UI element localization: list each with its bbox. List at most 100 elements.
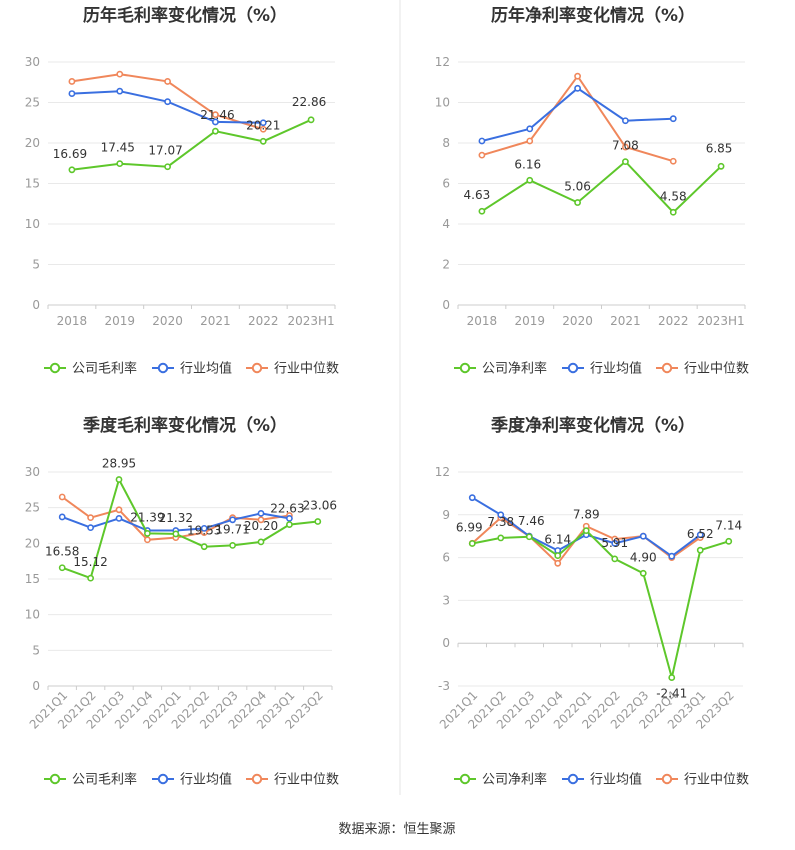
data-point-avg [696, 531, 704, 539]
legend-label: 公司净利率 [482, 361, 547, 377]
chart-title: 季度净利率变化情况（%） [491, 415, 695, 436]
quarterly-net-margin-chart: 季度净利率变化情况（%）-30369122021Q12021Q22021Q320… [435, 415, 749, 788]
data-label: -2.41 [656, 687, 687, 701]
data-point-median [257, 516, 265, 524]
data-point-company [525, 533, 533, 541]
data-point-median [212, 111, 219, 119]
data-point-company [172, 530, 180, 538]
data-point-company [87, 574, 94, 582]
data-label: 21.32 [159, 511, 193, 525]
annual-gross-margin-chart: 历年毛利率变化情况（%） 0 5 10 15 20 25 30 2018 2019 2020 2021… [25, 5, 339, 377]
data-point-avg [285, 514, 293, 522]
y-tick-label: 30 [25, 465, 40, 479]
data-point-company [582, 527, 590, 535]
legend-marker [567, 362, 579, 374]
data-point-company [622, 158, 629, 166]
data-point-median [669, 157, 677, 165]
data-label: 19.53 [187, 524, 221, 538]
y-tick-label: 12 [435, 465, 450, 479]
data-label: 5.06 [564, 180, 591, 194]
y-tick-label: 12 [435, 55, 450, 69]
data-label: 5.91 [601, 536, 628, 550]
data-point-median [68, 78, 76, 85]
data-point-company [574, 199, 581, 206]
y-tick-label: 25 [25, 96, 40, 110]
data-point-avg [611, 539, 619, 547]
x-tick-label: 2019 [104, 314, 135, 328]
legend-marker [157, 362, 169, 374]
legend-label: 公司毛利率 [72, 361, 137, 377]
legend: 公司净利率 行业均值 行业中位数 [454, 772, 749, 788]
data-label: 22.63 [270, 502, 304, 516]
x-tick-label: 2022 [658, 314, 689, 328]
legend-label: 行业均值 [590, 361, 642, 377]
legend-item-avg[interactable]: 行业均值 [152, 361, 232, 377]
legend-item-company[interactable]: 公司毛利率 [44, 772, 137, 788]
data-label: 7.38 [487, 515, 514, 529]
data-point-company [164, 163, 171, 171]
data-label: 22.86 [292, 95, 326, 109]
series-line-company [61, 476, 318, 580]
legend-marker [459, 773, 471, 785]
annual-net-margin-chart: 历年净利率变化情况（%） 0 2 4 6 8 10 12 2018 2019 2020 2021 202… [435, 5, 749, 377]
legend-item-median[interactable]: 行业中位数 [656, 773, 749, 788]
legend-marker [49, 773, 61, 785]
legend-label: 公司毛利率 [72, 772, 137, 788]
data-point-company [478, 207, 486, 215]
legend-marker [661, 362, 673, 374]
data-label: 15.12 [73, 555, 107, 569]
data-label: 6.99 [456, 520, 483, 534]
x-tick-label: 2023H1 [697, 314, 744, 328]
legend-label: 行业中位数 [684, 362, 749, 377]
data-point-company [314, 518, 322, 525]
y-tick-label: 10 [25, 608, 40, 622]
x-tick-label: 2023H1 [287, 314, 334, 328]
data-point-company [257, 538, 265, 546]
chart-title: 历年净利率变化情况（%） [491, 5, 695, 26]
legend-item-avg[interactable]: 行业均值 [562, 361, 642, 377]
legend-label: 行业均值 [590, 772, 642, 788]
legend-item-avg[interactable]: 行业均值 [152, 772, 232, 788]
legend-item-company[interactable]: 公司毛利率 [44, 361, 137, 377]
data-point-avg [212, 118, 219, 126]
data-point-median [259, 125, 267, 133]
legend-item-company[interactable]: 公司净利率 [454, 772, 547, 788]
legend: 公司净利率 行业均值 行业中位数 [454, 361, 749, 377]
data-point-company [554, 552, 562, 560]
x-tick-label: 2018 [467, 314, 498, 328]
data-point-avg [229, 516, 236, 524]
legend-item-median[interactable]: 行业中位数 [246, 773, 339, 788]
data-label: 16.58 [45, 545, 79, 559]
y-tick-label: 4 [442, 217, 450, 231]
y-tick-label: 0 [442, 298, 450, 312]
data-point-company [611, 555, 619, 563]
y-tick-label: 15 [25, 177, 40, 191]
y-tick-label: 0 [32, 679, 40, 693]
data-point-median [526, 137, 534, 145]
data-point-avg [58, 513, 66, 521]
data-label: 19.71 [215, 522, 249, 536]
data-point-avg [257, 509, 265, 517]
data-point-avg [622, 117, 629, 125]
data-point-company [143, 530, 151, 537]
data-label: 21.39 [130, 510, 164, 524]
data-point-median [164, 78, 171, 85]
data-point-company [668, 674, 676, 681]
y-tick-label: 5 [32, 643, 40, 657]
data-label: 7.08 [612, 139, 639, 153]
legend-marker [251, 362, 263, 374]
data-point-avg [164, 98, 171, 106]
x-tick-label: 2020 [562, 314, 593, 328]
data-point-company [639, 569, 647, 577]
x-tick-label: 2019 [514, 314, 545, 328]
legend-item-median[interactable]: 行业中位数 [656, 362, 749, 377]
data-point-median [116, 70, 124, 78]
data-point-median [143, 536, 151, 544]
data-point-median [87, 514, 94, 522]
series-line-avg [481, 87, 674, 142]
legend-item-company[interactable]: 公司净利率 [454, 361, 547, 377]
legend: 公司毛利率 行业均值 行业中位数 [44, 361, 339, 377]
series-line-company [71, 118, 312, 171]
legend-item-median[interactable]: 行业中位数 [246, 362, 339, 377]
legend-item-avg[interactable]: 行业均值 [562, 772, 642, 788]
